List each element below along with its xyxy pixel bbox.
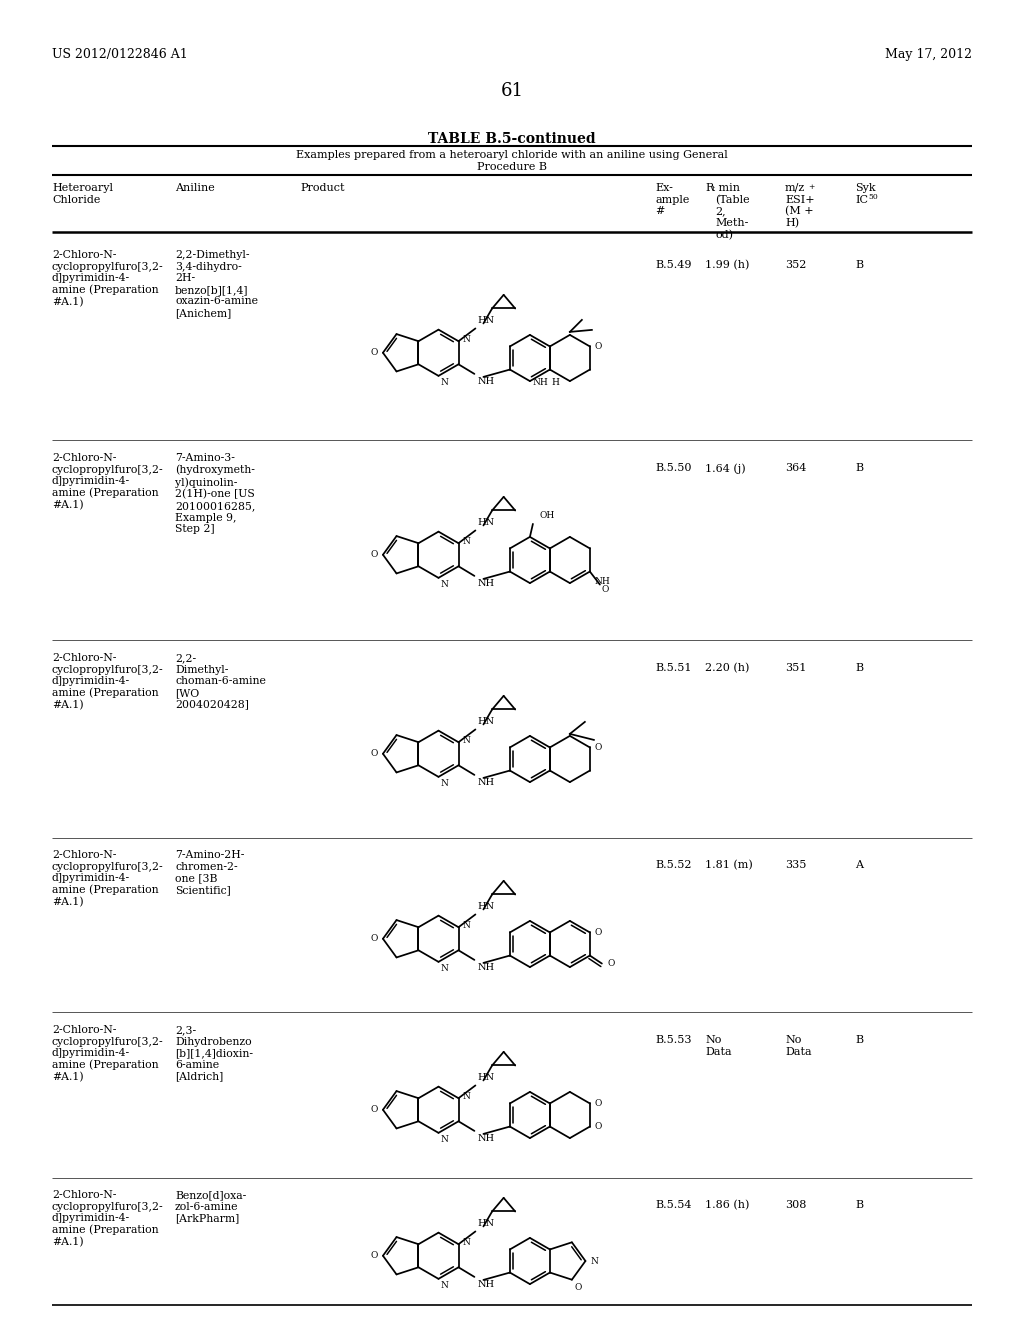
Text: HN: HN — [477, 1073, 495, 1082]
Text: HN: HN — [477, 1220, 495, 1229]
Text: B: B — [855, 260, 863, 271]
Text: N: N — [440, 964, 449, 973]
Text: B: B — [855, 1200, 863, 1210]
Text: B.5.50: B.5.50 — [655, 463, 691, 473]
Text: HN: HN — [477, 317, 495, 326]
Text: A: A — [855, 861, 863, 870]
Text: R: R — [705, 183, 714, 193]
Text: B.5.49: B.5.49 — [655, 260, 691, 271]
Text: B.5.54: B.5.54 — [655, 1200, 691, 1210]
Text: B.5.51: B.5.51 — [655, 663, 691, 673]
Text: 335: 335 — [785, 861, 806, 870]
Text: Aniline: Aniline — [175, 183, 215, 193]
Text: NH: NH — [477, 1134, 495, 1143]
Text: 351: 351 — [785, 663, 806, 673]
Text: 1.64 (j): 1.64 (j) — [705, 463, 745, 474]
Text: B.5.53: B.5.53 — [655, 1035, 691, 1045]
Text: 1.86 (h): 1.86 (h) — [705, 1200, 750, 1210]
Text: Product: Product — [300, 183, 344, 193]
Text: N: N — [440, 1280, 449, 1290]
Text: HN: HN — [477, 903, 495, 911]
Text: Ex-
ample
#: Ex- ample # — [655, 183, 689, 216]
Text: O: O — [595, 1100, 602, 1107]
Text: TABLE B.5-continued: TABLE B.5-continued — [428, 132, 596, 147]
Text: O: O — [595, 928, 602, 937]
Text: 308: 308 — [785, 1200, 806, 1210]
Text: HN: HN — [477, 718, 495, 726]
Text: O: O — [371, 550, 378, 560]
Text: 1.99 (h): 1.99 (h) — [705, 260, 750, 271]
Text: N: N — [463, 735, 470, 744]
Text: N: N — [440, 579, 449, 589]
Text: 2-Chloro-N-
cyclopropylfuro[3,2-
d]pyrimidin-4-
amine (Preparation
#A.1): 2-Chloro-N- cyclopropylfuro[3,2- d]pyrim… — [52, 453, 164, 511]
Text: O: O — [371, 750, 378, 758]
Text: B: B — [855, 1035, 863, 1045]
Text: N: N — [463, 921, 470, 929]
Text: m/z
ESI+
(M +
H): m/z ESI+ (M + H) — [785, 183, 815, 228]
Text: 7-Amino-3-
(hydroxymeth-
yl)quinolin-
2(1H)-one [US
20100016285,
Example 9,
Step: 7-Amino-3- (hydroxymeth- yl)quinolin- 2(… — [175, 453, 255, 535]
Text: t: t — [712, 185, 715, 193]
Text: 61: 61 — [501, 82, 523, 100]
Text: O: O — [574, 1283, 583, 1292]
Text: NH: NH — [477, 1280, 495, 1288]
Text: NH: NH — [477, 962, 495, 972]
Text: N: N — [463, 537, 470, 545]
Text: 2,2-
Dimethyl-
choman-6-amine
[WO
2004020428]: 2,2- Dimethyl- choman-6-amine [WO 200402… — [175, 653, 266, 709]
Text: O: O — [371, 348, 378, 358]
Text: N: N — [440, 1135, 449, 1144]
Text: No
Data: No Data — [785, 1035, 812, 1056]
Text: 50: 50 — [868, 193, 878, 201]
Text: Procedure B: Procedure B — [477, 162, 547, 172]
Text: 2-Chloro-N-
cyclopropylfuro[3,2-
d]pyrimidin-4-
amine (Preparation
#A.1): 2-Chloro-N- cyclopropylfuro[3,2- d]pyrim… — [52, 1191, 164, 1247]
Text: N: N — [591, 1257, 598, 1266]
Text: NH: NH — [477, 378, 495, 385]
Text: HN: HN — [477, 519, 495, 528]
Text: N: N — [463, 335, 470, 343]
Text: Heteroaryl
Chloride: Heteroaryl Chloride — [52, 183, 113, 205]
Text: NH: NH — [595, 577, 610, 586]
Text: NH: NH — [477, 777, 495, 787]
Text: 2-Chloro-N-
cyclopropylfuro[3,2-
d]pyrimidin-4-
amine (Preparation
#A.1): 2-Chloro-N- cyclopropylfuro[3,2- d]pyrim… — [52, 850, 164, 907]
Text: NH: NH — [477, 579, 495, 587]
Text: +: + — [808, 183, 814, 191]
Text: O: O — [595, 342, 602, 351]
Text: Examples prepared from a heteroaryl chloride with an aniline using General: Examples prepared from a heteroaryl chlo… — [296, 150, 728, 160]
Text: 1.81 (m): 1.81 (m) — [705, 861, 753, 870]
Text: 2,3-
Dihydrobenzo
[b][1,4]dioxin-
6-amine
[Aldrich]: 2,3- Dihydrobenzo [b][1,4]dioxin- 6-amin… — [175, 1026, 253, 1081]
Text: Syk
IC: Syk IC — [855, 183, 876, 205]
Text: 352: 352 — [785, 260, 806, 271]
Text: O: O — [371, 1251, 378, 1261]
Text: N: N — [440, 779, 449, 788]
Text: N: N — [440, 378, 449, 387]
Text: No
Data: No Data — [705, 1035, 731, 1056]
Text: 2,2-Dimethyl-
3,4-dihydro-
2H-
benzo[b][1,4]
oxazin-6-amine
[Anichem]: 2,2-Dimethyl- 3,4-dihydro- 2H- benzo[b][… — [175, 249, 258, 318]
Text: May 17, 2012: May 17, 2012 — [885, 48, 972, 61]
Text: B.5.52: B.5.52 — [655, 861, 691, 870]
Text: 7-Amino-2H-
chromen-2-
one [3B
Scientific]: 7-Amino-2H- chromen-2- one [3B Scientifi… — [175, 850, 245, 895]
Text: 2-Chloro-N-
cyclopropylfuro[3,2-
d]pyrimidin-4-
amine (Preparation
#A.1): 2-Chloro-N- cyclopropylfuro[3,2- d]pyrim… — [52, 249, 164, 308]
Text: O: O — [371, 935, 378, 944]
Text: N: N — [463, 1092, 470, 1101]
Text: O: O — [601, 585, 608, 594]
Text: O: O — [595, 1122, 602, 1131]
Text: O: O — [595, 743, 602, 752]
Text: US 2012/0122846 A1: US 2012/0122846 A1 — [52, 48, 187, 61]
Text: H: H — [552, 378, 560, 387]
Text: 2-Chloro-N-
cyclopropylfuro[3,2-
d]pyrimidin-4-
amine (Preparation
#A.1): 2-Chloro-N- cyclopropylfuro[3,2- d]pyrim… — [52, 1026, 164, 1082]
Text: B: B — [855, 463, 863, 473]
Text: OH: OH — [540, 511, 555, 520]
Text: O: O — [371, 1105, 378, 1114]
Text: O: O — [608, 960, 615, 968]
Text: 2-Chloro-N-
cyclopropylfuro[3,2-
d]pyrimidin-4-
amine (Preparation
#A.1): 2-Chloro-N- cyclopropylfuro[3,2- d]pyrim… — [52, 653, 164, 710]
Text: min
(Table
2,
Meth-
od): min (Table 2, Meth- od) — [715, 183, 750, 240]
Text: N: N — [463, 1238, 470, 1246]
Text: Benzo[d]oxa-
zol-6-amine
[ArkPharm]: Benzo[d]oxa- zol-6-amine [ArkPharm] — [175, 1191, 246, 1224]
Text: NH: NH — [532, 378, 548, 387]
Text: 364: 364 — [785, 463, 806, 473]
Text: B: B — [855, 663, 863, 673]
Text: 2.20 (h): 2.20 (h) — [705, 663, 750, 673]
